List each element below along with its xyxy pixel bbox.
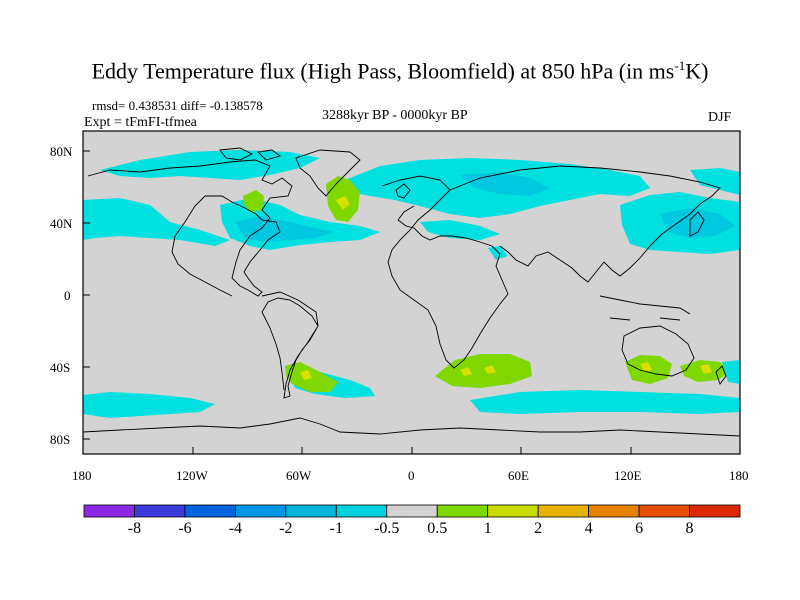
coast-asia [449,165,721,283]
colorbar-label: 4 [584,520,593,537]
season-label: DJF [708,110,732,125]
colorbar-label: -8 [127,520,142,537]
anomaly-greenland-peak [336,196,350,210]
anomaly-mediterranean [420,220,500,240]
colorbar-label: 0.5 [427,520,448,537]
colorbar-swatch-10 [588,504,640,518]
colorbar-label: -0.5 [374,520,400,537]
plot-title: Eddy Temperature flux (High Pass, Bloomf… [91,58,709,84]
colorbar-label: -6 [178,520,192,537]
anomaly-south-atlantic-peak [300,370,312,380]
coastlines [83,147,740,437]
lat-label-40s: 40S [50,360,71,375]
lat-label-80n: 80N [50,144,73,159]
anomaly-siberia-core [460,172,550,196]
colorbar-swatch-8 [487,504,539,518]
anomaly-nw-pacific-core [660,208,735,238]
colorbar-label: 1 [483,520,492,537]
colorbar-swatch-5 [335,504,388,518]
anomaly-hudson-positive [243,190,264,212]
experiment-label: Expt = tFmFI-tfmea [84,115,197,130]
coast-indonesia [599,295,691,321]
lat-label-0: 0 [64,288,71,303]
colorbar-swatch-9 [537,504,590,518]
colorbar [83,504,741,518]
colorbar-label: 6 [635,520,644,537]
colorbar-label: -4 [228,520,243,537]
anomaly-south-africa-positive [435,354,532,388]
anomaly-north-pacific-west [83,198,230,246]
colorbar-label: -2 [279,520,293,537]
lat-label-80s: 80S [50,432,71,447]
colorbar-swatch-12 [689,504,741,518]
coast-greenland [295,149,361,197]
anomaly-australia-peak [640,362,652,372]
lon-label-60e: 60E [508,468,529,483]
anomaly-east-africa-tip [488,246,508,260]
coast-canadian-arctic [219,147,281,161]
coast-new-zealand [715,365,727,385]
anomaly-south-africa-peak2 [484,365,496,374]
anomaly-south-africa-peak1 [460,367,472,376]
anomaly-regions [83,150,740,418]
coast-australia [621,325,695,377]
rmsd-label: rmsd= 0.438531 diff= -0.138578 [92,98,263,113]
anomaly-east-australia [722,360,740,384]
lon-label-60w: 60W [286,468,312,483]
coast-japan [689,211,705,237]
lon-label-120e: 120E [614,468,642,483]
lon-label-180e: 180 [729,468,749,483]
axis-ticks [83,150,632,454]
colorbar-label: 8 [685,520,694,537]
lat-label-40n: 40N [50,216,73,231]
colorbar-swatch-4 [285,504,337,518]
anomaly-north-atlantic-core [235,216,335,242]
colorbar-swatch-0 [83,504,135,518]
colorbar-swatch-7 [436,504,489,518]
coast-antarctica [83,417,740,437]
colorbar-swatch-1 [134,504,186,518]
anomaly-tasman-peak [700,364,712,374]
colorbar-swatch-2 [184,504,236,518]
anomaly-south-indian [470,390,740,414]
colorbar-label: 2 [534,520,543,537]
colorbar-label: -1 [329,520,343,537]
lon-label-180w: 180 [72,468,92,483]
coast-north-america [87,159,293,297]
coast-europe-africa [381,175,509,369]
anomaly-far-east [690,168,740,195]
period-label: 3288kyr BP - 0000kyr BP [322,108,468,123]
lon-label-120w: 120W [176,468,208,483]
coast-south-america [261,291,319,399]
coast-uk [395,183,411,199]
colorbar-swatch-6 [386,504,438,518]
lon-label-0: 0 [408,468,415,483]
colorbar-swatch-3 [234,504,287,518]
anomaly-south-pacific [83,392,215,418]
colorbar-swatch-11 [638,504,690,518]
